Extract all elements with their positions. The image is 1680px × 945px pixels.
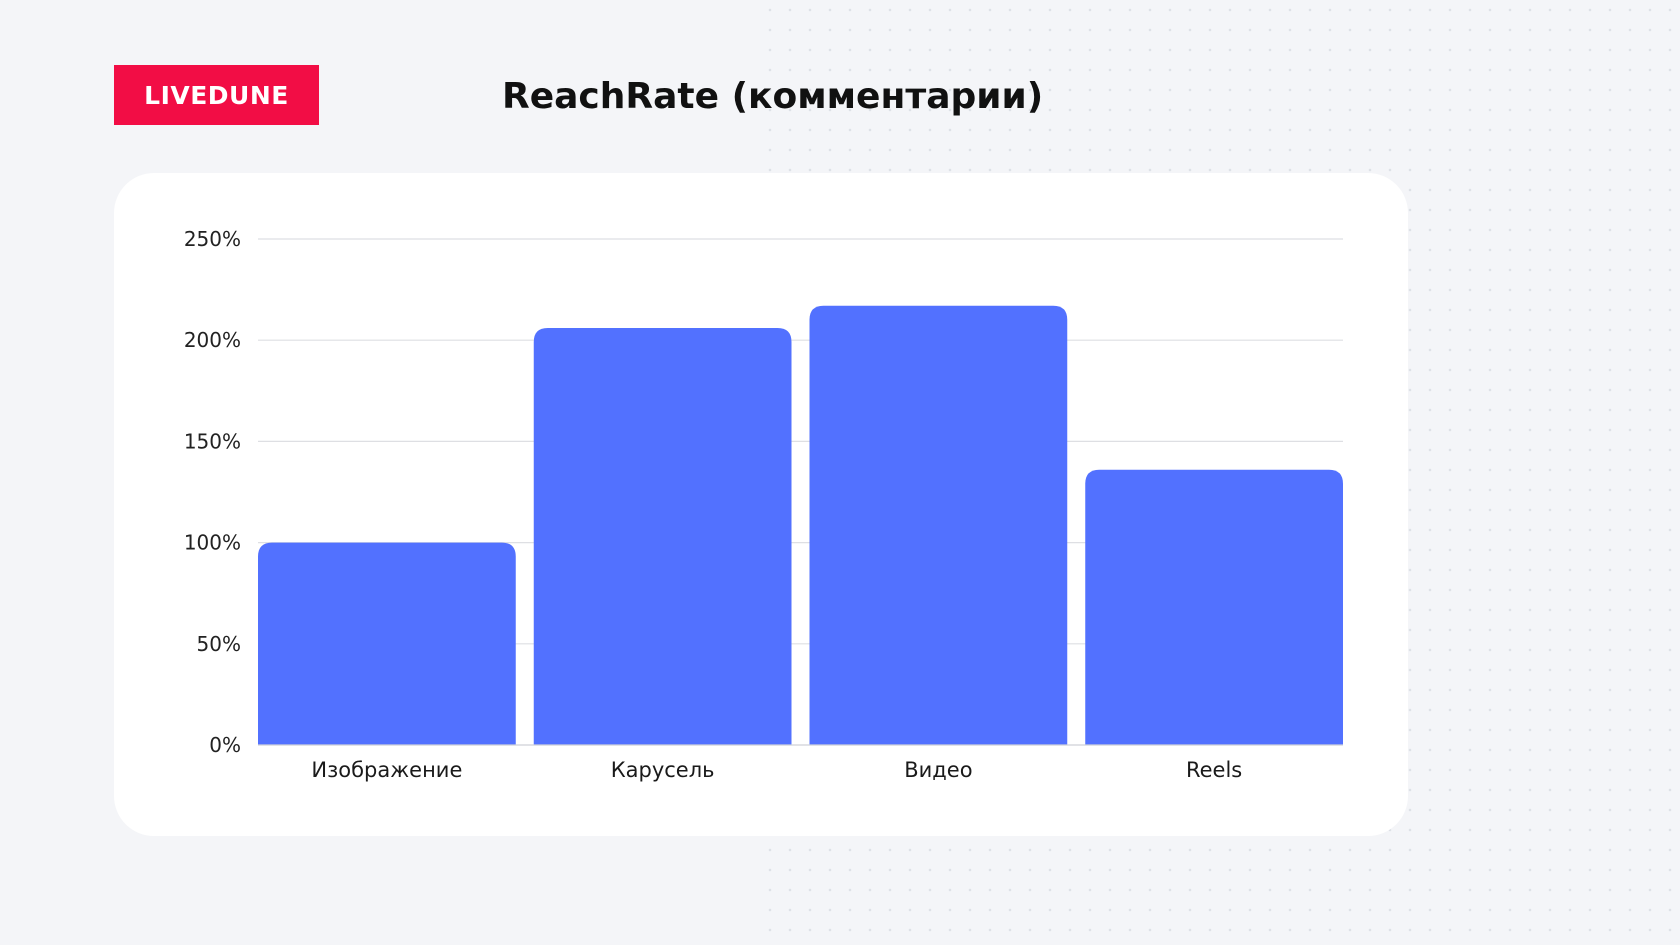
livedune-logo: LIVEDUNE <box>114 65 319 125</box>
x-tick-label: Карусель <box>611 758 715 782</box>
y-tick-label: 150% <box>184 429 241 453</box>
chart-card: 0% 50% 100% 150% 200% 250% Изображение Карусель… <box>114 173 1408 836</box>
y-tick-label: 50% <box>197 632 241 656</box>
chart-title: ReachRate (комментарии) <box>502 76 1044 117</box>
x-tick-label: Изображение <box>311 758 462 782</box>
logo-text: LIVEDUNE <box>144 80 289 110</box>
bar <box>1085 469 1343 745</box>
bar <box>809 305 1068 745</box>
bar-chart: 0% 50% 100% 150% 200% 250% Изображение Карусель… <box>184 227 1343 782</box>
labels: 0% 50% 100% 150% 200% 250% Изображение Карусель… <box>184 227 1242 782</box>
y-tick-label: 250% <box>184 227 241 251</box>
y-tick-label: 100% <box>184 531 241 555</box>
y-tick-label: 200% <box>184 328 241 352</box>
bar <box>258 542 516 745</box>
bar <box>533 328 792 745</box>
bars <box>258 305 1343 745</box>
x-tick-label: Reels <box>1186 758 1242 782</box>
y-tick-label: 0% <box>209 733 241 757</box>
x-tick-label: Видео <box>904 758 972 782</box>
